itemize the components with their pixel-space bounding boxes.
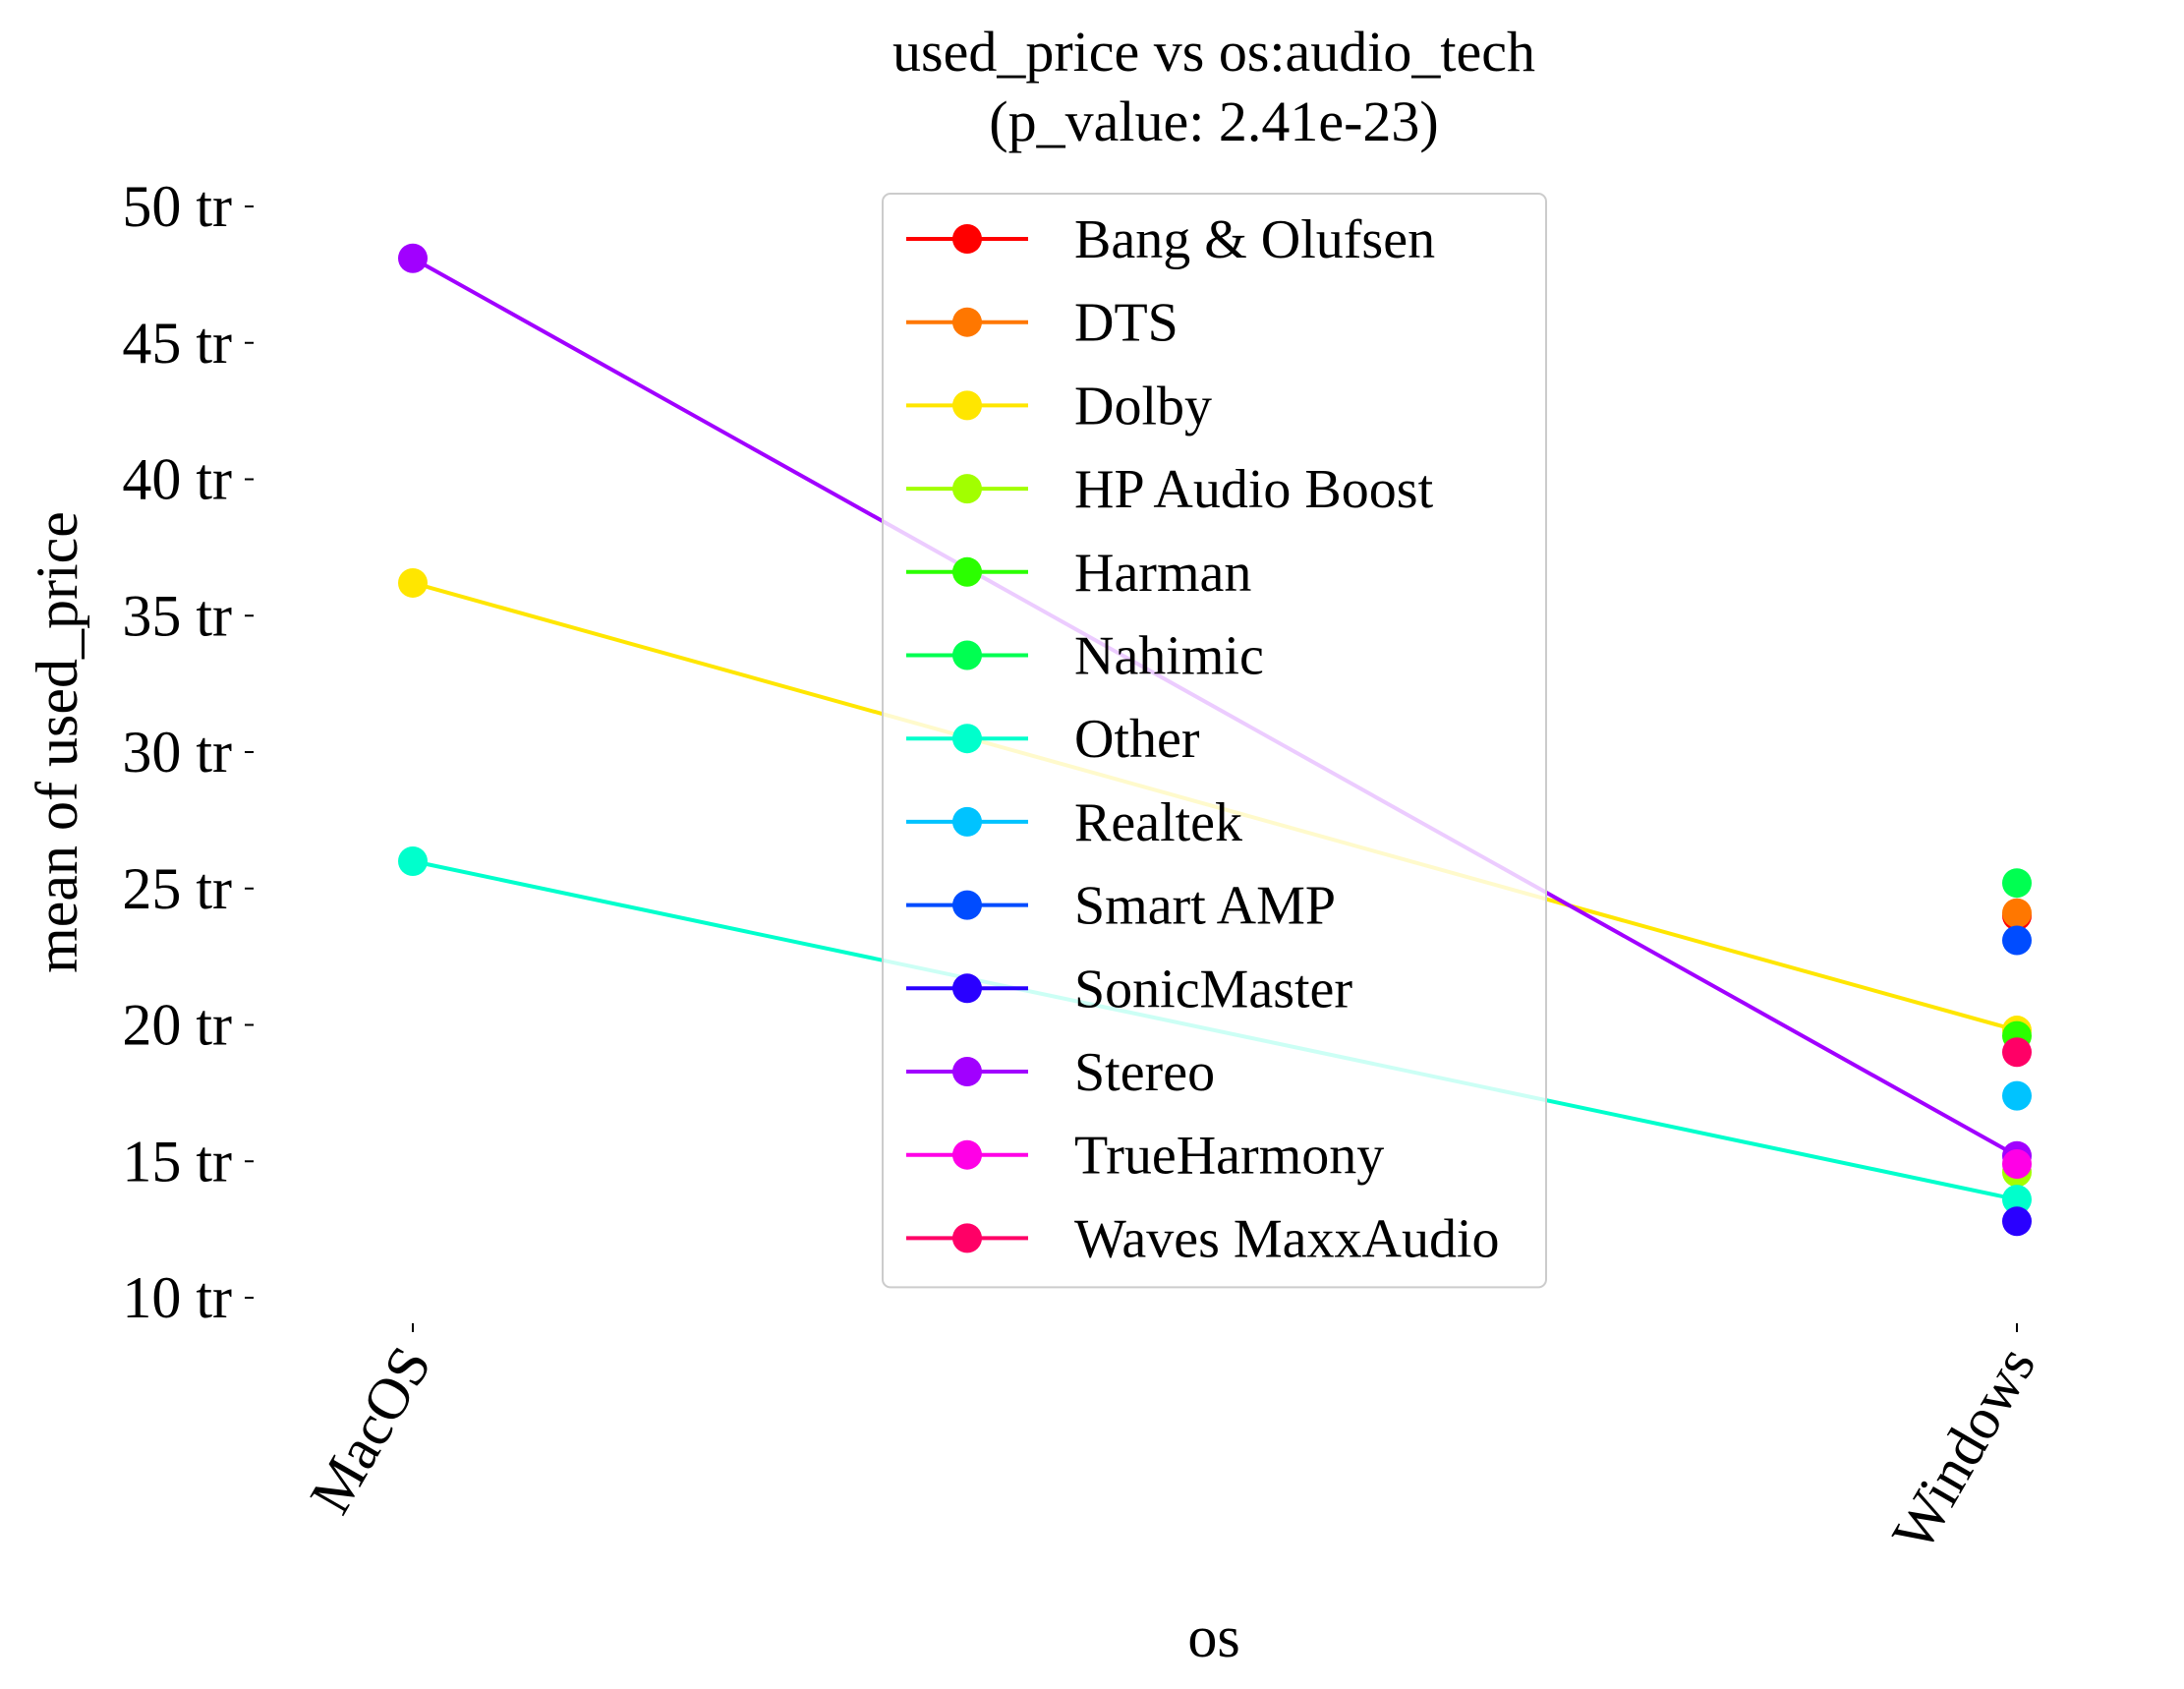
legend-label: Other [1074, 709, 1200, 770]
legend-marker [952, 724, 982, 754]
series-points [398, 243, 2032, 1237]
data-point [2002, 1206, 2032, 1237]
data-point [2002, 1080, 2032, 1111]
x-tick-label: MacOS [297, 1336, 443, 1525]
legend-marker [952, 224, 982, 254]
legend-label: Waves MaxxAudio [1074, 1208, 1500, 1269]
legend-label: HP Audio Boost [1074, 459, 1434, 520]
y-tick-label: 10 tr [122, 1265, 232, 1330]
legend-label: Dolby [1074, 376, 1212, 437]
legend-marker [952, 640, 982, 670]
legend-marker [952, 307, 982, 337]
y-tick-label: 30 tr [122, 720, 232, 785]
legend-marker [952, 806, 982, 837]
legend-label: Harman [1074, 543, 1251, 604]
data-point [398, 846, 428, 876]
y-axis-label: mean of used_price [25, 511, 89, 973]
legend-label: Nahimic [1074, 626, 1264, 687]
legend-marker [952, 474, 982, 504]
x-tick-label: Windows [1879, 1336, 2047, 1562]
legend-marker [952, 1139, 982, 1170]
legend-box [882, 193, 1547, 1289]
chart-subtitle: (p_value: 2.41e-23) [989, 89, 1438, 153]
legend-label: Realtek [1074, 792, 1242, 853]
legend-marker [952, 973, 982, 1004]
legend-marker [952, 390, 982, 421]
legend-label: DTS [1074, 293, 1178, 354]
data-point [2002, 925, 2032, 956]
y-tick-label: 50 tr [122, 174, 232, 239]
y-tick-label: 25 tr [122, 856, 232, 921]
chart-title: used_price vs os:audio_tech [892, 20, 1535, 84]
x-axis-label: os [1187, 1604, 1239, 1669]
legend-label: TrueHarmony [1074, 1126, 1384, 1187]
data-point [2002, 868, 2032, 899]
data-point [2002, 1037, 2032, 1068]
x-axis: MacOS Windows [297, 1323, 2047, 1562]
legend-label: Smart AMP [1074, 876, 1336, 937]
legend-marker [952, 1223, 982, 1253]
data-point [2002, 1149, 2032, 1180]
legend-marker [952, 890, 982, 920]
legend-label: Stereo [1074, 1042, 1215, 1103]
y-tick-label: 15 tr [122, 1129, 232, 1194]
y-tick-label: 35 tr [122, 583, 232, 648]
data-point [398, 243, 428, 273]
legend-marker [952, 556, 982, 587]
legend-label: SonicMaster [1074, 959, 1352, 1019]
y-tick-label: 45 tr [122, 311, 232, 376]
data-point [2002, 1185, 2032, 1215]
legend-marker [952, 1057, 982, 1086]
y-tick-label: 40 tr [122, 447, 232, 512]
legend: Bang & Olufsen DTS Dolby HP Audio Boost Harm… [882, 193, 1547, 1289]
data-point [2002, 898, 2032, 928]
y-axis: 10 tr 15 tr 20 tr 25 tr 30 tr 35 tr 40 tr 45 tr… [122, 174, 254, 1330]
legend-label: Bang & Olufsen [1074, 209, 1435, 270]
data-point [398, 567, 428, 598]
y-tick-label: 20 tr [122, 993, 232, 1058]
